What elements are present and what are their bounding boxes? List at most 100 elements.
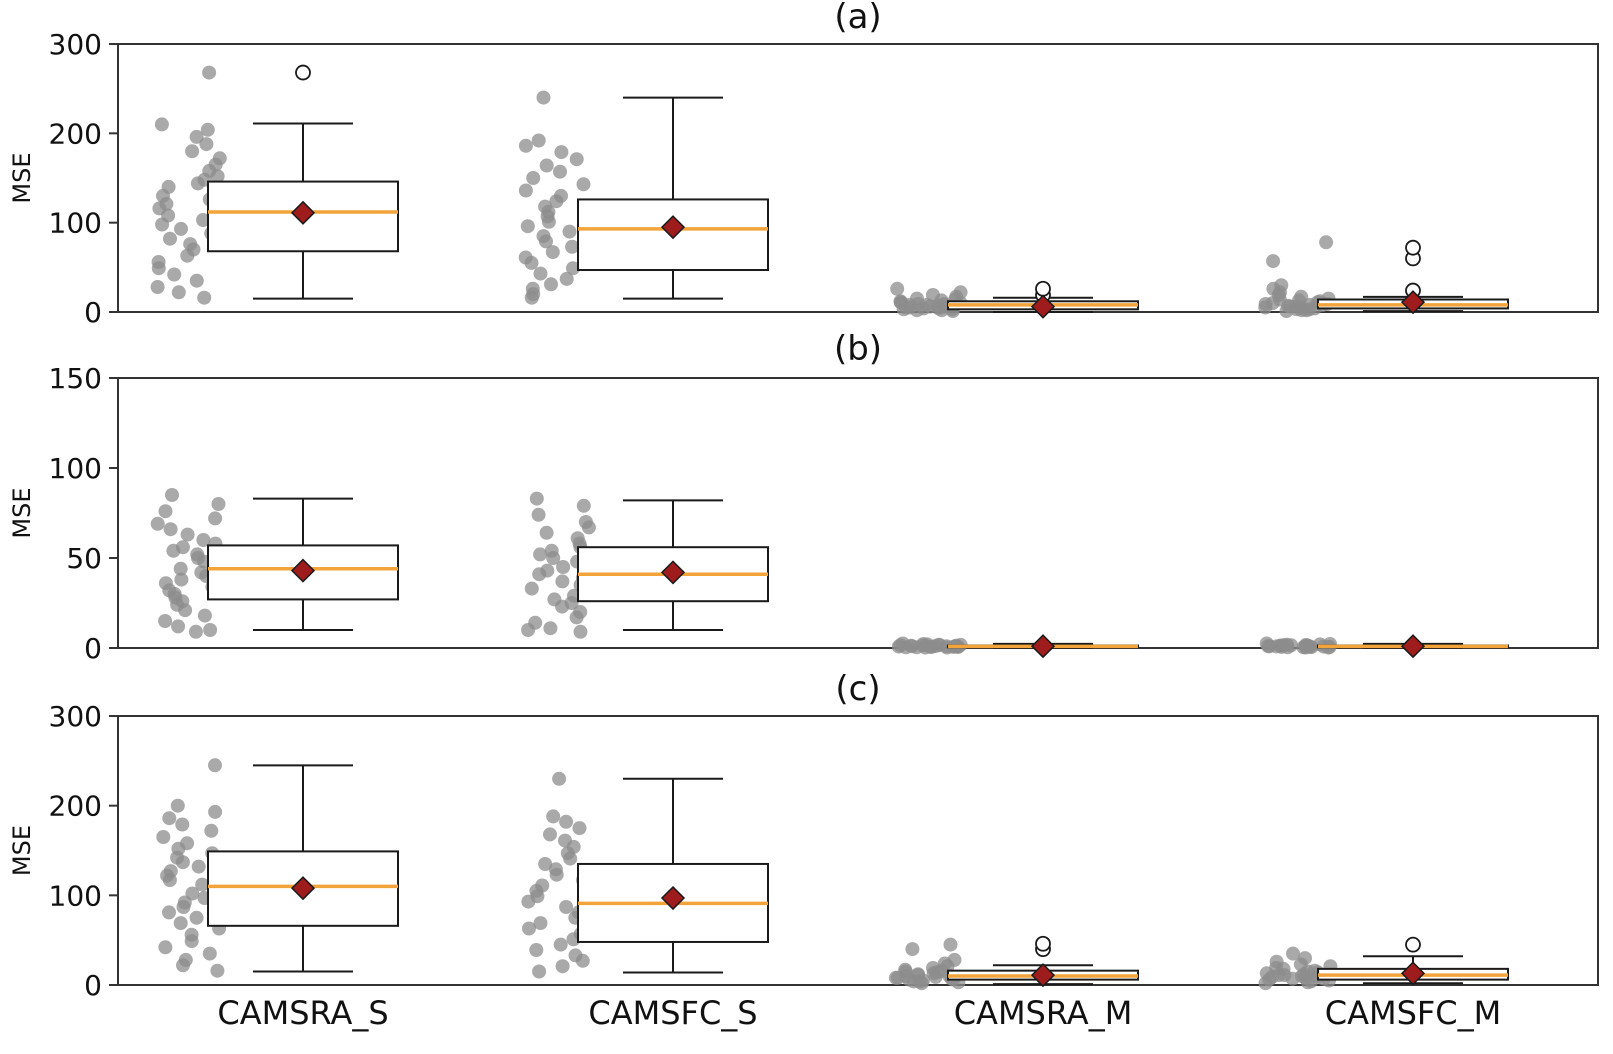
scatter-point	[158, 504, 173, 519]
scatter-point	[572, 821, 587, 836]
scatter-point	[538, 857, 553, 871]
scatter-point	[576, 177, 591, 192]
scatter-point	[553, 164, 567, 179]
scatter-point	[162, 873, 177, 888]
scatter-point	[199, 137, 214, 152]
scatter-point	[202, 946, 217, 961]
mean-marker	[1400, 634, 1426, 659]
scatter-point	[532, 964, 547, 979]
scatter-point	[176, 958, 190, 973]
y-tick-label: 100	[49, 207, 102, 240]
scatter-point	[890, 281, 905, 296]
y-tick-label: 300	[49, 700, 102, 733]
outlier-point	[295, 64, 311, 81]
scatter-point	[1285, 971, 1300, 986]
scatter-point	[526, 171, 541, 185]
mean-marker	[1030, 294, 1056, 319]
scatter-point	[928, 969, 943, 984]
scatter-point	[189, 273, 204, 288]
axes-frame	[117, 43, 1599, 313]
axes-frame	[117, 377, 1599, 649]
scatter-point	[581, 520, 596, 535]
scatter-point	[197, 608, 212, 623]
scatter-point	[532, 567, 547, 582]
scatter-point	[1258, 300, 1273, 315]
panel-a: (a) 0 100 200 300 MSE	[8, 0, 1599, 329]
mean-marker	[660, 885, 686, 911]
scatter-point	[211, 497, 226, 511]
x-tick-label: CAMSRA_M	[954, 994, 1133, 1032]
mean-marker	[660, 560, 686, 585]
mean-marker	[290, 558, 316, 583]
mean-marker	[290, 200, 316, 225]
scatter-point	[524, 255, 539, 270]
y-tick-label: 200	[49, 790, 102, 823]
outlier-point	[1405, 239, 1421, 256]
scatter-point	[549, 867, 564, 882]
box-group-CAMSRA_S	[150, 488, 399, 639]
scatter-point	[196, 533, 211, 547]
mean-marker	[660, 215, 686, 240]
panel-title: (b)	[834, 329, 882, 369]
scatter-point	[188, 624, 203, 639]
y-axis-label: MSE	[8, 825, 36, 876]
scatter-point	[189, 910, 204, 925]
scatter-point	[171, 619, 186, 634]
mean-marker	[290, 876, 316, 901]
y-tick-label: 0	[84, 969, 102, 1002]
scatter-point	[1298, 640, 1313, 655]
scatter-point	[173, 561, 188, 576]
scatter-point	[555, 599, 570, 614]
scatter-point	[943, 937, 958, 952]
scatter-point	[896, 302, 911, 317]
scatter-point	[1280, 640, 1295, 655]
scatter-point	[208, 758, 222, 773]
scatter-point	[1258, 976, 1273, 991]
x-tick-label: CAMSFC_S	[588, 994, 757, 1032]
scatter-point	[208, 804, 223, 819]
scatter-point	[565, 239, 580, 254]
x-tick-label: CAMSRA_S	[217, 994, 388, 1032]
scatter-point	[189, 129, 204, 144]
panel-b: (b) 0 50 100 150 MSE	[8, 329, 1599, 665]
y-tick-label: 0	[84, 296, 102, 329]
scatter-point	[208, 511, 223, 526]
scatter-point	[566, 261, 580, 276]
scatter-point	[204, 823, 219, 838]
mean-marker	[1030, 634, 1056, 659]
scatter-point	[151, 261, 166, 276]
box-group-CAMSFC_M	[1258, 235, 1509, 319]
box-group-CAMSFC_M	[1258, 936, 1509, 991]
scatter-point	[918, 640, 933, 655]
scatter-point	[533, 916, 548, 931]
scatter-point	[521, 894, 536, 909]
scatter-point	[518, 183, 533, 198]
box	[577, 198, 769, 272]
scatter-point	[190, 176, 205, 191]
scatter-point	[1266, 254, 1281, 269]
scatter-point	[539, 234, 553, 249]
scatter-point	[529, 943, 544, 957]
y-tick-label: 150	[49, 362, 102, 395]
scatter-point	[575, 953, 590, 968]
scatter-point	[569, 610, 584, 625]
scatter-point	[520, 219, 535, 234]
scatter-point	[150, 516, 165, 531]
scatter-point	[210, 963, 225, 978]
scatter-point	[546, 551, 561, 565]
scatter-point	[541, 214, 556, 229]
scatter-point	[203, 623, 218, 637]
scatter-point	[202, 65, 217, 80]
scatter-point	[524, 581, 539, 596]
scatter-point	[518, 138, 533, 153]
scatter-point	[562, 224, 577, 239]
scatter-point	[934, 303, 949, 318]
scatter-point	[536, 90, 551, 105]
scatter-point	[184, 934, 199, 949]
scatter-point	[185, 144, 200, 159]
scatter-point	[1299, 303, 1314, 318]
scatter-point	[174, 221, 188, 236]
scatter-point	[156, 830, 171, 844]
